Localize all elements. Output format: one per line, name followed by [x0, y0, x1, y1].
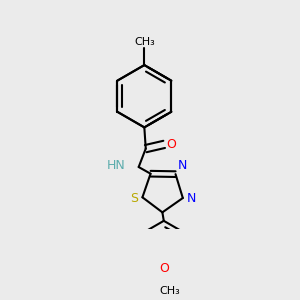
Text: CH₃: CH₃	[159, 286, 180, 296]
Text: N: N	[187, 191, 196, 205]
Text: CH₃: CH₃	[134, 37, 155, 47]
Text: HN: HN	[107, 159, 126, 172]
Text: O: O	[167, 138, 176, 151]
Text: N: N	[178, 159, 187, 172]
Text: S: S	[130, 192, 138, 205]
Text: O: O	[159, 262, 169, 275]
